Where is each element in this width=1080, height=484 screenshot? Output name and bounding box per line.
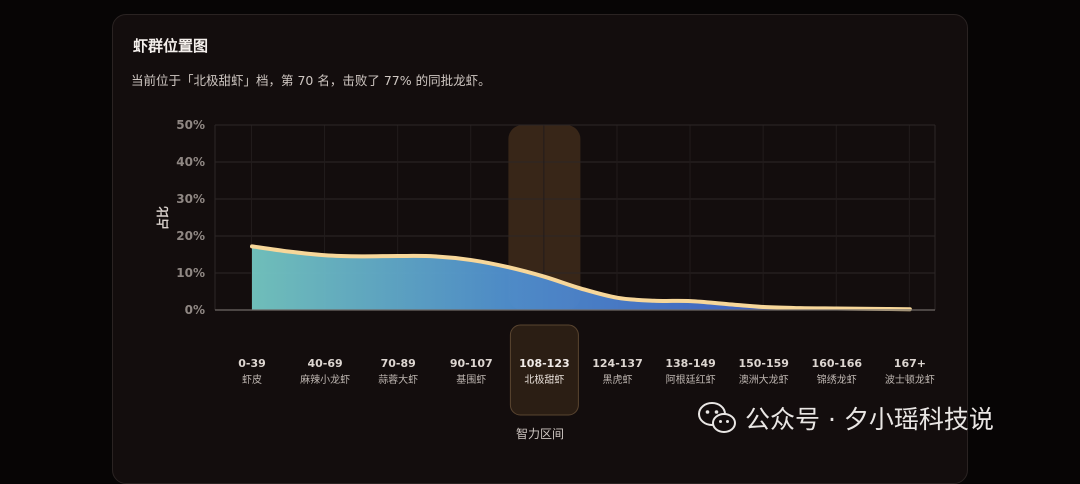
x-tick-name: 黑虎虾	[603, 373, 633, 386]
y-tick-label: 20%	[176, 229, 205, 243]
y-tick-label: 30%	[176, 192, 205, 206]
x-tick-name: 蒜蓉大虾	[378, 373, 418, 386]
y-tick-label: 0%	[185, 303, 205, 317]
x-tick-name: 澳洲大龙虾	[739, 373, 789, 386]
x-tick-name: 麻辣小龙虾	[300, 373, 350, 386]
x-tick-name: 基围虾	[456, 373, 486, 386]
x-tick-range: 0-39	[238, 357, 266, 370]
x-tick-range: 160-166	[812, 357, 863, 370]
watermark: 公众号 · 夕小瑶科技说	[697, 398, 994, 438]
shrimp-position-chart: 0% 10% 20% 30% 40% 50% 占比 0-39 虾皮 40-69 麻辣小龙虾 70-89…	[155, 118, 936, 441]
y-tick-label: 50%	[176, 118, 205, 132]
x-tick-range: 40-69	[308, 357, 343, 370]
x-tick-name: 北极甜虾	[524, 373, 564, 386]
wechat-icon	[698, 402, 736, 433]
y-tick-label: 10%	[176, 266, 205, 280]
x-tick-range: 108-123	[519, 357, 570, 370]
x-tick-name: 锦绣龙虾	[817, 373, 857, 386]
x-tick-range: 90-107	[450, 357, 493, 370]
x-tick-range: 150-159	[738, 357, 789, 370]
x-tick-range: 70-89	[381, 357, 416, 370]
x-tick-name: 虾皮	[242, 373, 262, 386]
y-axis-label: 占比	[155, 206, 170, 230]
highlight-band	[508, 125, 581, 310]
x-tick-name: 阿根廷红虾	[666, 373, 716, 386]
x-axis-label: 智力区间	[516, 426, 564, 441]
y-tick-label: 40%	[176, 155, 205, 169]
watermark-text: 公众号 · 夕小瑶科技说	[745, 405, 994, 434]
x-tick-range: 167+	[894, 357, 926, 370]
area-fill	[252, 246, 910, 310]
highlight-label-box	[509, 324, 579, 416]
chart-title: 虾群位置图	[133, 37, 209, 55]
x-tick-name: 波士顿龙虾	[885, 373, 935, 386]
x-tick-range: 138-149	[665, 357, 716, 370]
x-tick-range: 124-137	[592, 357, 643, 370]
area-line	[250, 244, 912, 312]
chart-subtitle: 当前位于「北极甜虾」档，第 70 名，击败了 77% 的同批龙虾。	[131, 73, 491, 88]
